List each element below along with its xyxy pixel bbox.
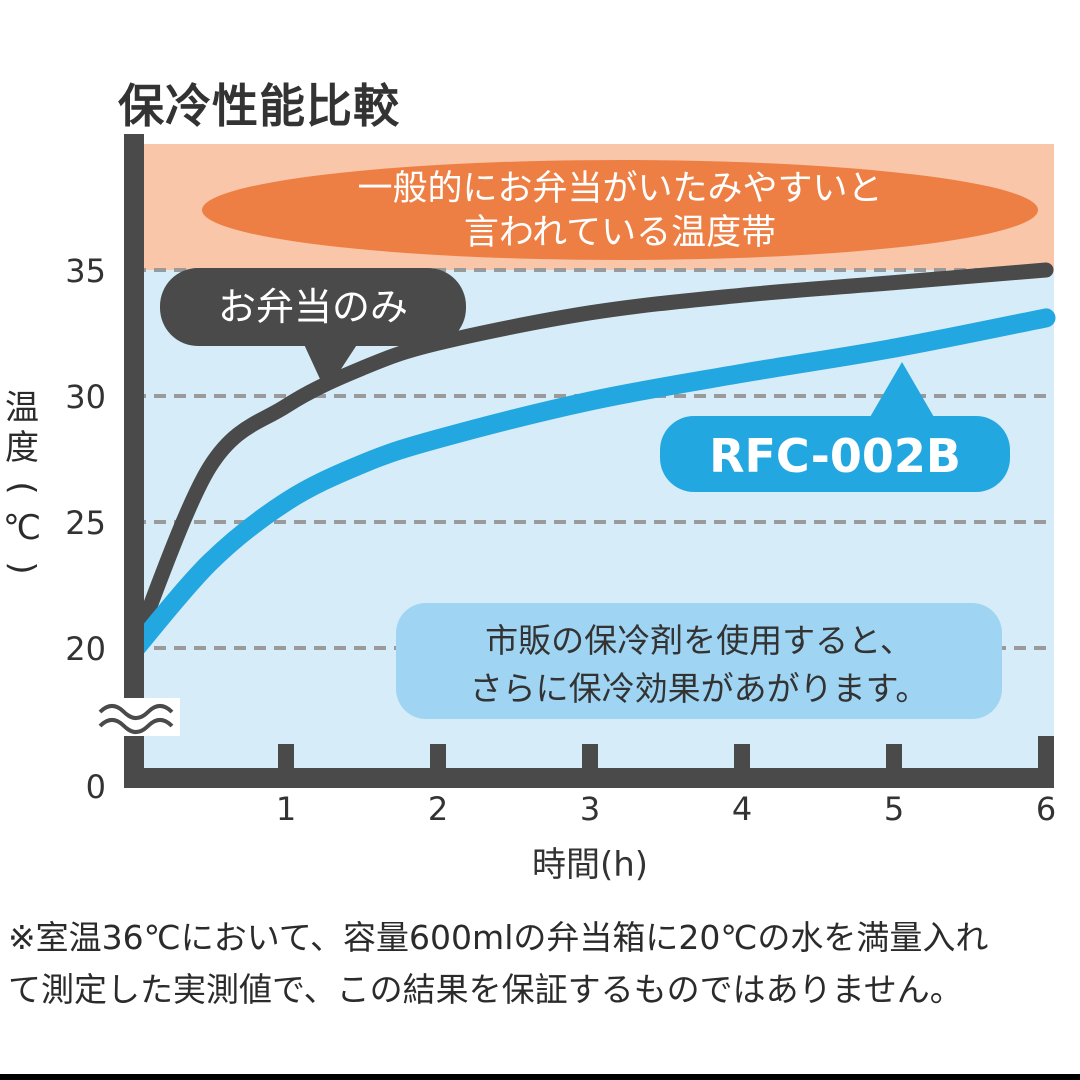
y-axis-label-char: 温 — [5, 388, 39, 428]
x-tick-mark — [886, 744, 902, 772]
footnote-line: ※室温36℃において、容量600mlの弁当箱に20℃の水を満量入れ — [8, 918, 989, 957]
y-axis-label-char: ℃ — [2, 508, 42, 548]
bento-only-callout — [160, 268, 466, 346]
y-axis-line — [124, 134, 144, 788]
axis-break-mark — [98, 718, 174, 734]
tip-text: 市販の保冷剤を使用すると、 — [485, 621, 913, 660]
x-tick-mark — [278, 744, 294, 772]
product-label: RFC-002B — [709, 429, 961, 483]
bottom-border — [0, 1074, 1080, 1080]
x-axis-line — [124, 768, 1054, 788]
x-axis-label: 時間(h) — [532, 845, 648, 885]
chart-title: 保冷性能比較 — [118, 79, 400, 133]
footnote-line: て測定した実測値で、この結果を保証するものではありません。 — [8, 970, 963, 1009]
series-line — [126, 262, 1054, 656]
footnote: ※室温36℃において、容量600mlの弁当箱に20℃の水を満量入れ て測定した実… — [8, 912, 1080, 1016]
danger-zone-ellipse — [202, 160, 1038, 260]
bento-only-callout-pointer — [302, 340, 360, 392]
x-tick-label: 4 — [732, 790, 752, 828]
danger-zone-text: 一般的にお弁当がいたみやすいと — [357, 169, 882, 209]
axis-break-mark — [98, 704, 174, 720]
y-tick-label: 0 — [86, 768, 106, 806]
y-tick-label: 20 — [65, 630, 106, 668]
danger-zone-text: 言われている温度帯 — [464, 213, 776, 253]
bento-only-label: お弁当のみ — [218, 285, 408, 329]
y-tick-label: 25 — [65, 504, 106, 542]
x-tick-label: 1 — [276, 790, 296, 828]
x-tick-mark — [734, 744, 750, 772]
x-tick-mark — [582, 744, 598, 772]
y-tick-label: 30 — [65, 378, 106, 416]
x-tick-label: 6 — [1036, 790, 1056, 828]
product-callout — [660, 416, 1010, 492]
y-axis-label: 温 度 ( ℃ ) — [2, 388, 42, 588]
x-tick-label: 2 — [428, 790, 448, 828]
tip-text: さらに保冷効果があがります。 — [470, 669, 929, 708]
x-tick-mark — [430, 744, 446, 772]
y-tick-label: 35 — [65, 252, 106, 290]
x-axis-end-cap — [1038, 736, 1054, 788]
series-line — [124, 308, 1056, 661]
x-tick-label: 5 — [884, 790, 904, 828]
x-tick-label: 3 — [580, 790, 600, 828]
y-axis-label-char: 度 — [5, 428, 39, 468]
product-callout-pointer — [866, 362, 938, 424]
tip-box — [396, 603, 1002, 719]
